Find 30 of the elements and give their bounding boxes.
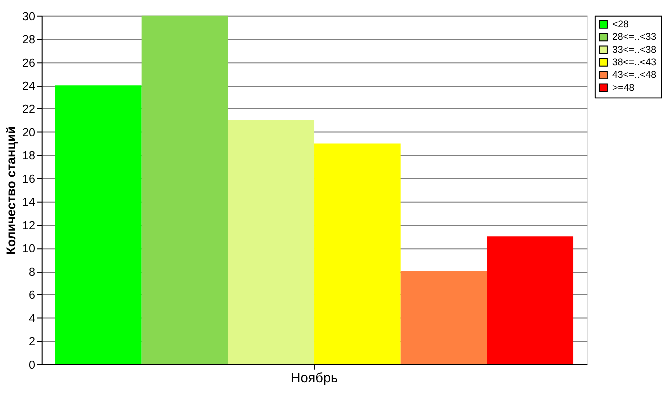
y-tick-label: 10 xyxy=(22,242,36,256)
y-tick-label: 26 xyxy=(22,56,36,70)
legend-label: 43<=..<48 xyxy=(612,70,657,82)
legend-label: <28 xyxy=(612,20,629,31)
x-tick-label: Ноябрь xyxy=(290,370,338,386)
bar xyxy=(142,16,228,364)
y-tick-label: 0 xyxy=(29,358,36,372)
y-tick-label: 28 xyxy=(22,34,36,47)
y-tick-label: 12 xyxy=(22,219,36,232)
y-tick-label: 2 xyxy=(29,336,36,349)
bar xyxy=(56,86,142,364)
bar xyxy=(228,120,315,364)
y-tick-label: 20 xyxy=(22,126,36,140)
y-tick-label: 18 xyxy=(22,150,36,163)
y-tick-label: 4 xyxy=(29,312,36,326)
y-tick-label: 14 xyxy=(22,196,36,210)
legend-label: 33<=..<38 xyxy=(612,44,657,56)
y-axis-title: Количество станций xyxy=(4,126,19,255)
legend-label: >=48 xyxy=(612,82,635,94)
legend-label: 38<=..<43 xyxy=(612,58,657,69)
legend-label: 28<=..<33 xyxy=(612,32,657,44)
y-tick-label: 24 xyxy=(22,80,36,93)
bar xyxy=(314,144,401,364)
bar xyxy=(400,272,488,364)
bar xyxy=(487,236,574,364)
y-tick-label: 30 xyxy=(22,10,36,24)
y-tick-label: 16 xyxy=(22,172,36,186)
y-tick-label: 6 xyxy=(29,289,36,302)
y-tick-label: 22 xyxy=(22,103,36,116)
y-tick-label: 8 xyxy=(29,266,36,279)
